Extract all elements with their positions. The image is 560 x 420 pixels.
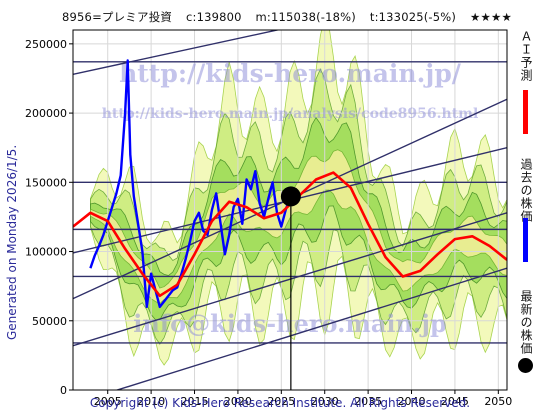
legend-latest-label: 最新の株価 xyxy=(519,290,533,355)
x-tick-label-2030: 2030 xyxy=(311,395,339,408)
x-tick-label-2005: 2005 xyxy=(94,395,122,408)
y-tick-label-100000: 100000 xyxy=(25,246,67,259)
x-tick-label-2050: 2050 xyxy=(484,395,512,408)
x-axis: 2005 2010 2015 2020 2025 2030 2035 2040 2045 2050 xyxy=(94,390,512,408)
watermark-layer: http://kids-hero.main.jp/http://kids-her… xyxy=(102,59,479,338)
x-tick-label-2020: 2020 xyxy=(224,395,252,408)
latest-marker-layer xyxy=(280,186,301,390)
forecast-band-4 xyxy=(90,149,507,305)
x-tick-label-2045: 2045 xyxy=(441,395,469,408)
watermark-url: http://kids-hero.main.jp/ xyxy=(119,59,462,88)
past-price-line xyxy=(89,59,292,309)
median-forecast: m:115038(-18%) xyxy=(255,10,356,24)
generated-date: Generated on Monday 2026/1/5. xyxy=(5,70,25,340)
x-tick-label-2040: 2040 xyxy=(398,395,426,408)
legend-past-swatch xyxy=(523,218,528,262)
watermark-email: info@kids-hero.main.jp xyxy=(133,309,447,338)
y-tick-label-250000: 250000 xyxy=(25,38,67,51)
plot-frame xyxy=(72,29,508,391)
trend-line-1 xyxy=(73,30,281,75)
legend-past-label: 過去の株価 xyxy=(519,158,533,223)
legend-ai-swatch xyxy=(523,90,528,134)
x-tick-label-2010: 2010 xyxy=(137,395,165,408)
y-tick-label-150000: 150000 xyxy=(25,176,67,189)
y-axis: 0 50000 100000 150000 200000 250000 xyxy=(25,38,73,397)
current-price: c:139800 xyxy=(185,10,242,24)
copyright-footer: Copyright (c) Kids-Hero Research Institu… xyxy=(89,396,471,410)
y-tick-label-0: 0 xyxy=(60,384,67,397)
legend-latest-dot xyxy=(518,358,533,373)
y-tick-label-50000: 50000 xyxy=(32,315,67,328)
watermark-analysis: http://kids-hero.main.jp/analysis/code89… xyxy=(102,106,479,122)
legend: ＡＩ予測 過去の株価 最新の株価 xyxy=(516,28,546,384)
trend-line-4 xyxy=(73,212,507,347)
x-tick-label-2015: 2015 xyxy=(181,395,209,408)
chart-header: 8956=プレミア投資 c:139800 m:115038(-18%) t:13… xyxy=(62,9,522,25)
y-tick-label-200000: 200000 xyxy=(25,107,67,120)
trend-lines xyxy=(73,30,507,390)
x-tick-label-2035: 2035 xyxy=(354,395,382,408)
rating-stars: ★★★★ xyxy=(469,10,513,24)
trend-line-5 xyxy=(114,267,507,390)
latest-price-marker xyxy=(280,186,301,207)
grid-lines xyxy=(73,30,507,391)
target-forecast: t:133025(-5%) xyxy=(369,10,457,24)
x-tick-label-2025: 2025 xyxy=(267,395,295,408)
legend-ai-label: ＡＩ予測 xyxy=(519,30,533,82)
generated-date-text: Generated on Monday 2026/1/5. xyxy=(5,144,19,340)
stock-title: 8956=プレミア投資 xyxy=(62,10,173,24)
